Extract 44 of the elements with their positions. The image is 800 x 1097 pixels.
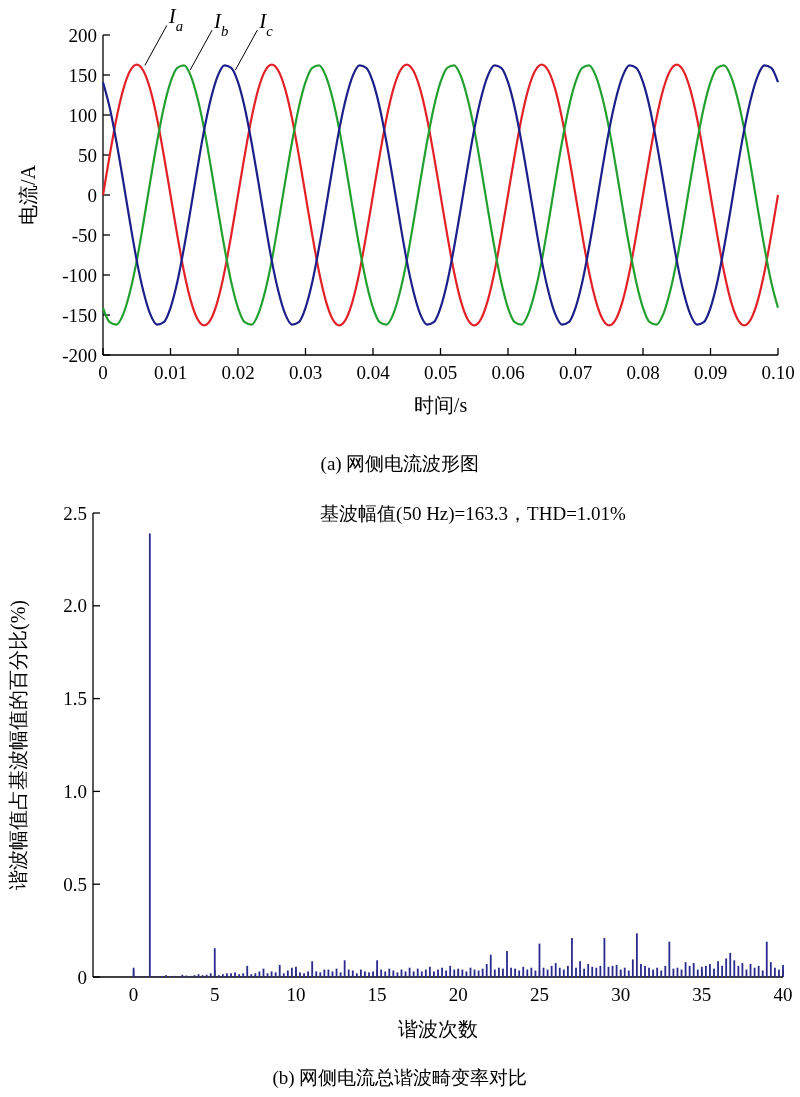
y-tick-label: 200 [68,24,97,46]
x-tick-label: 0.02 [221,362,255,383]
annotation: I$_{c}$ [258,9,274,40]
x-tick-label: 0.07 [558,362,593,383]
y-axis-title: 电流/A [17,164,39,225]
x-tick-label: 15 [367,984,387,1005]
x-tick-label: 25 [529,984,549,1005]
x-tick-label: 0.10 [761,362,795,383]
x-tick-label: 40 [773,984,793,1005]
y-tick-label: 50 [78,144,97,166]
x-axis-title: 时间/s [413,394,468,416]
annotation: I$_{b}$ [213,9,229,40]
x-tick-label: 0.01 [153,362,188,383]
x-tick-label: 10 [286,984,306,1005]
x-tick-label: 0.03 [288,362,323,383]
y-tick-label: 150 [68,64,97,86]
y-tick-label: 1.5 [63,688,87,710]
x-tick-label: 30 [611,984,631,1005]
y-tick-label: 1.0 [63,781,87,803]
y-tick-label: -150 [62,304,97,326]
y-tick-label: 100 [68,104,97,126]
chart-title: 基波幅值(50 Hz)=163.3，THD=1.01% [320,503,627,525]
x-tick-label: 5 [210,984,220,1005]
y-tick-label: 2.5 [63,502,87,524]
x-tick-label: 0 [128,984,139,1005]
y-tick-label: 0 [77,966,87,988]
y-tick-label: 0 [87,184,97,206]
x-tick-label: 0.09 [693,362,728,383]
x-tick-label: 0.05 [423,362,458,383]
y-tick-label: 0.5 [63,873,87,895]
y-tick-label: -100 [62,264,97,286]
annotation: I$_{a}$ [167,4,184,35]
text: (b) 网侧电流总谐波畸变率对比 [272,1067,528,1089]
y-tick-label: -50 [71,224,97,246]
x-tick-label: 0.08 [626,362,660,383]
text: (a) 网侧电流波形图 [320,453,480,475]
x-tick-label: 0.06 [491,362,525,383]
y-tick-label: -200 [62,344,97,366]
y-axis-title: 谐波幅值占基波幅值的百分比(%) [7,600,30,890]
x-tick-label: 35 [692,984,712,1005]
x-axis-title: 谐波次数 [398,1018,478,1040]
x-tick-label: 0.04 [356,362,391,383]
y-tick-label: 2.0 [63,595,87,617]
x-tick-label: 20 [448,984,468,1005]
